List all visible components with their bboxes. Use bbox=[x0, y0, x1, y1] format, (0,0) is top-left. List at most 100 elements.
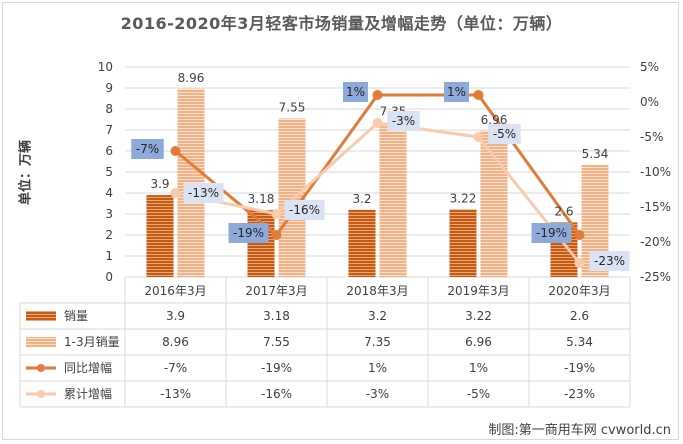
x-tick-label: 2017年3月 bbox=[245, 284, 307, 298]
line-value-label: -7% bbox=[136, 142, 159, 156]
y-tick-label: 6 bbox=[105, 144, 113, 158]
table-cell: -19% bbox=[261, 361, 292, 375]
legend-key bbox=[37, 364, 45, 372]
table-cell: -19% bbox=[564, 361, 595, 375]
point-cumulative bbox=[170, 188, 181, 198]
line-value-label: -3% bbox=[392, 114, 415, 128]
table-cell: -3% bbox=[366, 387, 389, 401]
table-cell: 5.34 bbox=[566, 335, 593, 349]
label-box bbox=[343, 82, 368, 102]
bar-cumulative bbox=[480, 130, 508, 277]
table-cell: -13% bbox=[160, 387, 191, 401]
chart-title: 2016-2020年3月轻客市场销量及增幅走势（单位：万辆） bbox=[120, 14, 563, 33]
line-value-label: -23% bbox=[594, 254, 625, 268]
line-value-label: -13% bbox=[188, 186, 219, 200]
y-tick-label: 4 bbox=[105, 186, 113, 200]
point-cumulative bbox=[473, 132, 484, 142]
table-cell: -16% bbox=[261, 387, 292, 401]
line-value-label: -16% bbox=[289, 203, 320, 217]
table-cell: 6.96 bbox=[465, 335, 492, 349]
bar-value-label: 7.55 bbox=[279, 100, 306, 114]
point-yoy bbox=[473, 90, 484, 100]
bar-value-label: 8.96 bbox=[178, 71, 205, 85]
table-cell: 1% bbox=[469, 361, 488, 375]
table-cell: -5% bbox=[467, 387, 490, 401]
table-cell: -7% bbox=[164, 361, 187, 375]
label-box bbox=[589, 251, 630, 271]
label-box bbox=[183, 183, 224, 203]
legend-label: 销量 bbox=[64, 309, 88, 323]
label-box bbox=[228, 223, 269, 243]
label-box bbox=[131, 139, 164, 159]
x-tick-label: 2018年3月 bbox=[346, 284, 408, 298]
bar-cumulative bbox=[379, 122, 407, 278]
y2-tick-label: -15% bbox=[640, 200, 671, 214]
y2-tick-label: -25% bbox=[640, 270, 671, 284]
bar-value-label: 3.2 bbox=[352, 192, 371, 206]
point-yoy bbox=[170, 146, 181, 156]
y-tick-label: 0 bbox=[105, 270, 113, 284]
legend-label: 同比增幅 bbox=[64, 360, 112, 375]
y-tick-label: 3 bbox=[105, 207, 113, 221]
line-value-label: -19% bbox=[233, 226, 264, 240]
legend-label: 累计增幅 bbox=[64, 386, 112, 401]
table-cell: 3.9 bbox=[166, 309, 185, 323]
credit-text: 制图:第一商用车网 cvworld.cn bbox=[488, 423, 671, 438]
line-value-label: -5% bbox=[493, 127, 516, 141]
x-tick-label: 2016年3月 bbox=[144, 284, 206, 298]
table-cell: 7.55 bbox=[263, 335, 290, 349]
line-value-label: 1% bbox=[346, 85, 365, 99]
y-tick-label: 5 bbox=[105, 165, 113, 179]
y2-tick-label: -5% bbox=[640, 130, 663, 144]
table-cell: 7.35 bbox=[364, 335, 391, 349]
point-yoy bbox=[574, 230, 585, 240]
x-tick-label: 2019年3月 bbox=[447, 284, 509, 298]
bar-cumulative bbox=[177, 88, 205, 277]
bar-monthly bbox=[348, 209, 376, 277]
y-tick-label: 8 bbox=[105, 102, 113, 116]
point-yoy bbox=[271, 230, 282, 240]
y-tick-label: 1 bbox=[105, 249, 113, 263]
legend-key bbox=[37, 390, 45, 398]
bar-value-label: 6.96 bbox=[481, 113, 508, 127]
point-cumulative bbox=[271, 209, 282, 219]
bar-value-label: 3.9 bbox=[150, 177, 169, 191]
table-cell: 1% bbox=[368, 361, 387, 375]
table-cell: 3.2 bbox=[368, 309, 387, 323]
y2-tick-label: -20% bbox=[640, 235, 671, 249]
label-box bbox=[531, 223, 572, 243]
bar-value-label: 2.6 bbox=[554, 204, 573, 218]
bar-value-label: 3.18 bbox=[248, 192, 275, 206]
x-tick-label: 2020年3月 bbox=[548, 284, 610, 298]
table-cell: 8.96 bbox=[162, 335, 189, 349]
label-box bbox=[284, 200, 325, 220]
table-cell: -23% bbox=[564, 387, 595, 401]
table-cell: 2.6 bbox=[570, 309, 589, 323]
chart-frame bbox=[2, 2, 679, 440]
bar-cumulative bbox=[278, 118, 306, 277]
legend-label: 1-3月销量 bbox=[64, 335, 120, 349]
y-tick-label: 7 bbox=[105, 123, 113, 137]
point-cumulative bbox=[372, 118, 383, 128]
point-yoy bbox=[372, 90, 383, 100]
bar-monthly bbox=[146, 195, 174, 277]
line-value-label: 1% bbox=[447, 85, 466, 99]
point-cumulative bbox=[574, 258, 585, 268]
y2-tick-label: -10% bbox=[640, 165, 671, 179]
table-cell: 3.18 bbox=[263, 309, 290, 323]
label-box bbox=[387, 111, 420, 131]
y2-tick-label: 5% bbox=[640, 60, 659, 74]
y-tick-label: 10 bbox=[98, 60, 113, 74]
y-tick-label: 9 bbox=[105, 81, 113, 95]
line-value-label: -19% bbox=[536, 226, 567, 240]
legend-key bbox=[26, 337, 56, 347]
bar-value-label: 3.22 bbox=[450, 191, 477, 205]
y2-tick-label: 0% bbox=[640, 95, 659, 109]
legend-key bbox=[26, 311, 56, 321]
label-box bbox=[488, 124, 521, 144]
bar-value-label: 5.34 bbox=[582, 147, 609, 161]
bar-monthly bbox=[449, 209, 477, 277]
y-tick-label: 2 bbox=[105, 228, 113, 242]
label-box bbox=[444, 82, 469, 102]
